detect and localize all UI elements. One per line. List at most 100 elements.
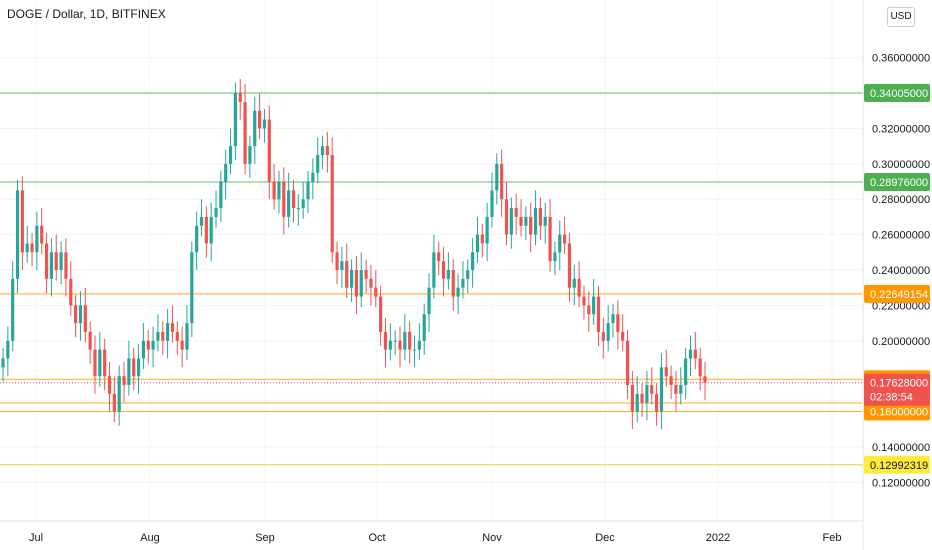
candle-body (30, 243, 34, 253)
candle-body (461, 278, 465, 288)
price-axis[interactable]: 0.36000000 0.32000000 0.30000000 0.28000000… (872, 53, 930, 490)
time-tick-label: Jul (29, 532, 43, 544)
level-labels: 0.340050000.289760000.226491540.17822406… (864, 83, 930, 474)
candle-body (190, 252, 194, 324)
candle-body (393, 340, 397, 342)
candle-body (456, 287, 460, 297)
candle-body (267, 119, 271, 182)
candle-body (538, 208, 542, 226)
candle-body (257, 110, 262, 129)
candle-body (330, 155, 334, 253)
price-tick-label: 0.36000000 (872, 53, 930, 65)
candle-body (504, 199, 509, 235)
level-label-box (864, 172, 930, 191)
candle-body (262, 119, 267, 129)
candle-body (412, 349, 417, 351)
candle-body (408, 331, 412, 350)
candle-body (403, 331, 407, 350)
candle-body (1, 358, 5, 368)
current-price-box (864, 373, 930, 406)
candle-body (441, 261, 446, 279)
candle-body (519, 216, 523, 226)
candles (1, 78, 707, 430)
candle-body (199, 216, 204, 226)
candle-body (698, 358, 702, 377)
candle-body (577, 278, 581, 297)
candle-body (83, 305, 87, 332)
candle-body (233, 93, 237, 147)
candle-body (185, 323, 189, 350)
price-tick-label: 0.20000000 (872, 336, 930, 348)
price-tick-label: 0.30000000 (872, 159, 930, 171)
candle-body (432, 252, 436, 288)
candle-body (475, 234, 480, 253)
candle-body (59, 252, 63, 270)
currency-button[interactable]: USD (887, 7, 915, 27)
candle-body (674, 385, 678, 394)
candle-body (277, 181, 281, 200)
level-label-box (864, 402, 930, 421)
candle-body (132, 358, 136, 377)
candle-body (621, 331, 625, 341)
level-label-text: 0.12992319 (870, 460, 928, 472)
candle-body (335, 252, 339, 270)
price-tick-label: 0.26000000 (872, 230, 930, 242)
candle-body (340, 261, 344, 270)
candle-body (611, 314, 615, 324)
candle-body (141, 340, 145, 359)
candle-body (500, 163, 504, 200)
candle-body (558, 234, 562, 253)
candle-body (146, 340, 150, 350)
price-tick-label: 0.14000000 (872, 442, 930, 454)
candle-body (243, 101, 247, 164)
candle-body (471, 252, 475, 270)
candle-body (606, 323, 610, 341)
candle-body (379, 296, 383, 332)
price-tick-label: 0.22000000 (872, 300, 930, 312)
candle-body (616, 314, 620, 332)
time-tick-label: Sep (255, 532, 275, 544)
price-tick-label: 0.32000000 (872, 123, 930, 135)
candle-body (650, 385, 654, 394)
candle-body (359, 270, 363, 297)
candle-body (354, 270, 359, 297)
candle-body (64, 252, 68, 279)
candle-body (548, 216, 552, 262)
candle-body (688, 349, 693, 359)
chart-title: DOGE / Dollar, 1D, BITFINEX (7, 7, 166, 21)
candle-body (282, 181, 286, 217)
candle-body (78, 305, 83, 324)
candle-body (156, 331, 160, 341)
grid-lines (0, 0, 863, 521)
candle-body (509, 208, 513, 235)
candle-body (93, 349, 97, 377)
candle-body (166, 323, 170, 341)
horizontal-levels[interactable] (0, 92, 863, 466)
candle-body (69, 278, 73, 306)
candle-body (446, 270, 451, 279)
candle-body (15, 190, 20, 279)
candle-body (485, 216, 489, 244)
candle-body (679, 385, 683, 394)
candle-body (287, 190, 291, 217)
candle-body (117, 376, 121, 412)
candle-body (654, 393, 659, 412)
candle-body (20, 190, 24, 253)
candle-body (596, 296, 601, 332)
candle-body (301, 199, 305, 209)
candle-body (659, 367, 664, 412)
candle-body (180, 340, 184, 350)
candle-body (388, 340, 392, 350)
candle-body (209, 216, 213, 244)
candle-body (645, 385, 649, 403)
level-label-text: 0.16000000 (870, 407, 928, 419)
level-label-text: 0.34005000 (870, 88, 928, 100)
time-axis[interactable]: Jul Aug Sep Oct Nov Dec 2022 Feb (29, 532, 842, 544)
candle-body (422, 314, 426, 341)
candle-body (490, 190, 494, 217)
candle-body (248, 146, 252, 164)
candle-body (364, 270, 368, 279)
candle-body (582, 296, 586, 306)
candle-body (74, 305, 78, 324)
